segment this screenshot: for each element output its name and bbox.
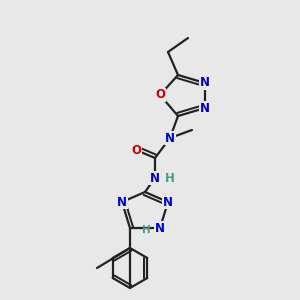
Text: N: N xyxy=(150,172,160,184)
Text: O: O xyxy=(131,143,141,157)
Text: H: H xyxy=(165,172,175,184)
Text: N: N xyxy=(117,196,127,208)
Text: H: H xyxy=(142,225,150,235)
Text: N: N xyxy=(155,221,165,235)
Text: N: N xyxy=(165,131,175,145)
Text: N: N xyxy=(200,76,210,89)
Text: O: O xyxy=(155,88,165,101)
Text: N: N xyxy=(163,196,173,208)
Text: N: N xyxy=(200,101,210,115)
